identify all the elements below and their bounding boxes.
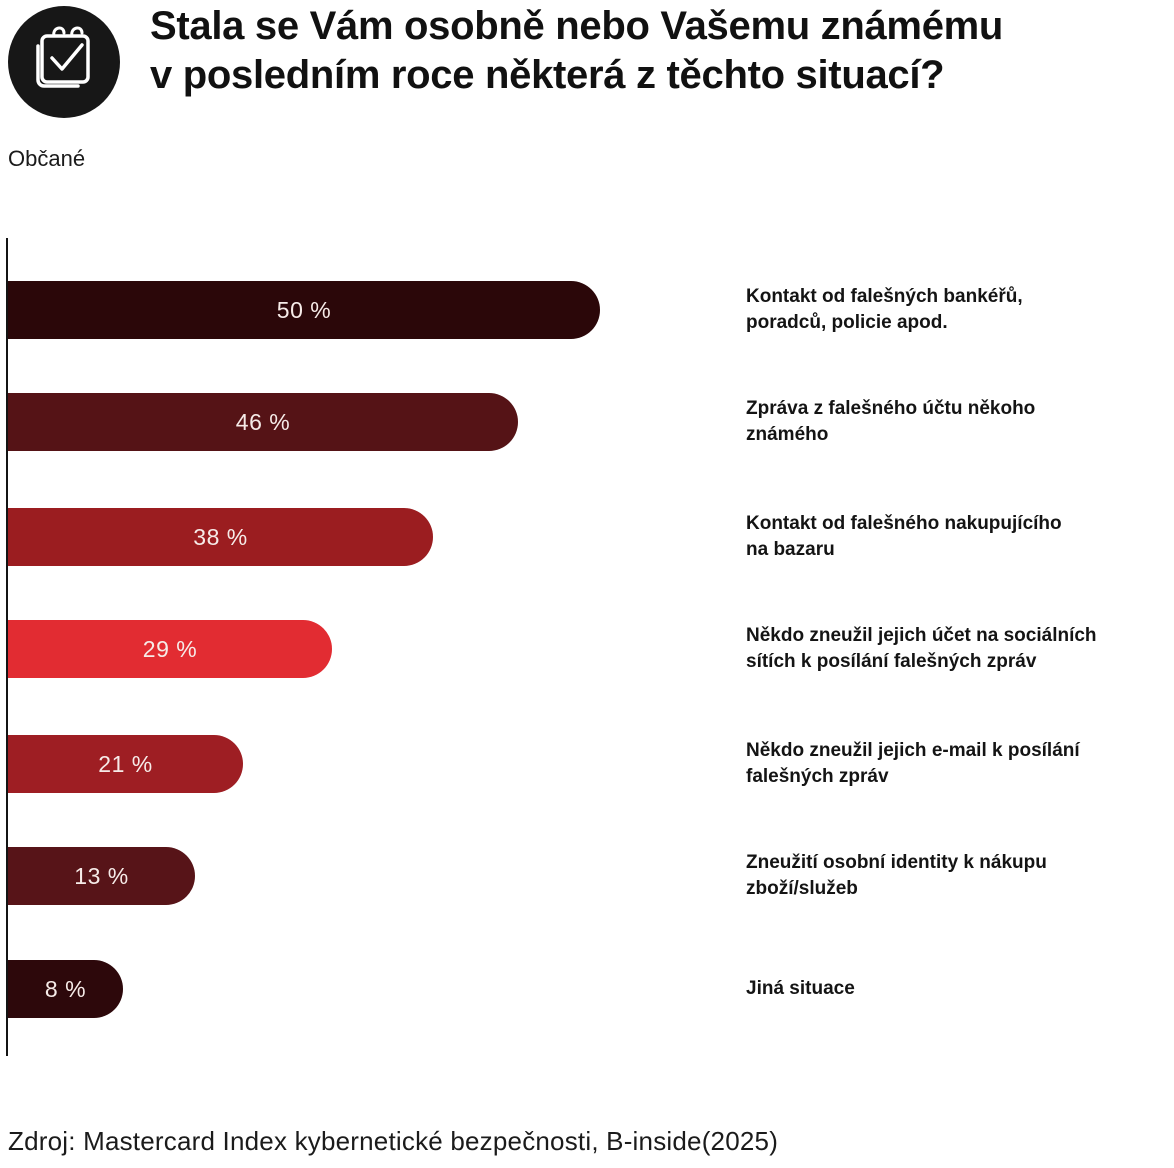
audience-label: Občané <box>8 146 86 171</box>
bar: 13 % <box>8 847 195 905</box>
category-label: Někdo zneužil jejich účet na sociálních … <box>746 624 1097 672</box>
bar-value-label: 8 % <box>44 975 87 1002</box>
bar: 29 % <box>8 620 332 678</box>
bar: 46 % <box>8 393 518 451</box>
bar-value-label: 46 % <box>235 408 291 435</box>
category-label: Zpráva z falešného účtu někoho známého <box>746 397 1036 445</box>
category-label: Jiná situace <box>746 977 855 999</box>
category-label: Zneužití osobní identity k nákupu zboží/… <box>746 851 1047 899</box>
source-note: Zdroj: Mastercard Index kybernetické bez… <box>8 1126 779 1156</box>
category-label: Kontakt od falešných bankéřů, poradců, p… <box>746 285 1023 333</box>
bar-value-label: 50 % <box>276 296 332 323</box>
bar-value-label: 29 % <box>142 635 198 662</box>
category-label: Kontakt od falešného nakupujícího na baz… <box>746 512 1062 560</box>
bar-value-label: 38 % <box>193 523 248 550</box>
category-label: Někdo zneužil jejich e-mail k posílání f… <box>746 739 1080 787</box>
bar-value-label: 13 % <box>74 862 129 889</box>
y-axis-line <box>6 238 8 1056</box>
calendar-check-icon <box>8 6 120 118</box>
page-title-line-1: Stala se Vám osobně nebo Vašemu známému <box>150 4 1004 48</box>
bar: 50 % <box>8 281 600 339</box>
page-title: Stala se Vám osobně nebo Vašemu známému … <box>150 2 1003 100</box>
page-title-line-2: v posledním roce některá z těchto situac… <box>150 53 945 97</box>
bar-value-label: 21 % <box>98 750 153 777</box>
bar: 21 % <box>8 735 243 793</box>
bar: 38 % <box>8 508 433 566</box>
bar: 8 % <box>8 960 123 1018</box>
